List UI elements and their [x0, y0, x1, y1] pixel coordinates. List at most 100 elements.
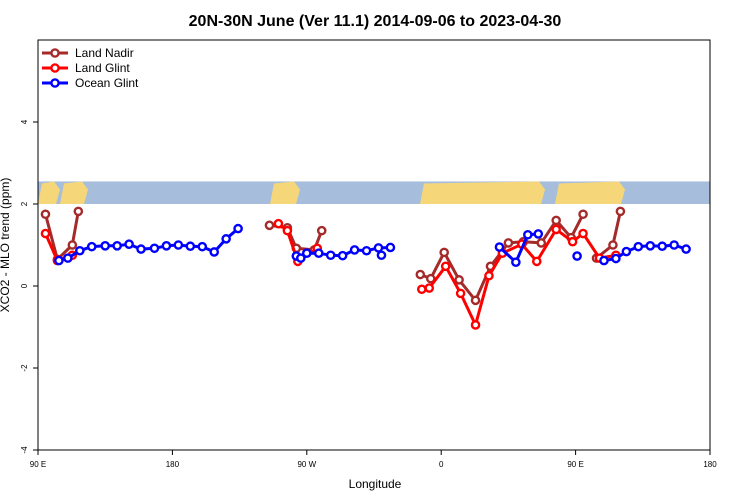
data-point	[54, 255, 64, 266]
series-line	[498, 232, 539, 264]
data-point	[621, 246, 632, 257]
data-point	[361, 245, 372, 256]
data-point	[416, 284, 427, 295]
x-tick-label: 90 W	[297, 460, 316, 469]
y-tick-label: 4	[20, 119, 29, 124]
data-point	[316, 225, 327, 236]
data-point	[681, 244, 691, 254]
data-point	[301, 248, 312, 258]
data-point	[86, 241, 97, 252]
data-point	[385, 242, 396, 253]
x-tick-label: 180	[166, 460, 180, 469]
legend-item-ocean-glint: Ocean Glint	[42, 76, 139, 90]
data-point	[221, 234, 231, 244]
legend-label: Ocean Glint	[75, 76, 139, 90]
data-point	[440, 261, 451, 272]
y-tick-label: -4	[20, 446, 29, 454]
data-point	[615, 206, 626, 217]
data-point	[63, 253, 73, 263]
data-point	[533, 229, 544, 239]
data-point	[100, 241, 110, 251]
data-point	[608, 240, 618, 250]
data-point	[599, 255, 609, 266]
data-point	[572, 251, 582, 261]
map-band	[38, 181, 710, 204]
data-point	[415, 269, 426, 280]
data-point	[296, 253, 306, 263]
data-point	[376, 250, 387, 261]
data-point	[282, 225, 293, 236]
data-point	[470, 320, 481, 330]
data-point	[233, 223, 243, 234]
series-ocean-glint	[54, 223, 691, 268]
data-point	[669, 240, 679, 250]
legend-item-land-nadir: Land Nadir	[42, 46, 134, 60]
data-point	[494, 242, 505, 252]
legend-marker	[50, 48, 60, 58]
y-tick-label: -2	[20, 364, 29, 372]
data-point	[424, 283, 435, 293]
data-point	[536, 238, 547, 248]
data-point	[273, 218, 284, 229]
series-ocean-glint-isolated	[376, 250, 387, 261]
x-axis-ticks: 90 E 180 90 W 0 90 E 180	[30, 450, 717, 469]
y-tick-label: 2	[20, 201, 29, 206]
data-point	[197, 241, 208, 252]
chart-title: 20N-30N June (Ver 11.1) 2014-09-06 to 20…	[189, 13, 562, 30]
data-point	[503, 238, 514, 248]
map-land-2	[270, 181, 300, 204]
data-point	[40, 209, 51, 220]
data-point	[578, 209, 588, 220]
x-axis-label: Longitude	[349, 477, 402, 491]
legend-item-land-glint: Land Glint	[42, 61, 130, 75]
y-axis-label: XCO2 - MLO trend (ppm)	[0, 178, 12, 313]
map-land-3	[420, 181, 545, 204]
data-point	[611, 253, 621, 264]
data-point	[439, 247, 449, 258]
data-point	[136, 244, 146, 254]
data-point	[523, 229, 533, 240]
map-land-0	[38, 181, 60, 204]
series-line	[58, 227, 240, 263]
data-point	[349, 245, 360, 255]
data-point	[551, 224, 561, 235]
data-point	[67, 240, 78, 250]
x-tick-label: 90 E	[567, 460, 583, 469]
legend-label: Land Nadir	[75, 46, 134, 60]
data-point	[454, 275, 464, 285]
data-point	[173, 240, 184, 250]
x-tick-label: 90 E	[30, 460, 46, 469]
legend-marker	[50, 63, 60, 73]
data-point	[75, 245, 85, 256]
data-point	[185, 241, 196, 252]
y-tick-label: 0	[20, 283, 29, 288]
data-point	[425, 273, 436, 284]
data-point	[645, 241, 656, 251]
data-point	[455, 288, 466, 299]
data-point	[657, 241, 668, 252]
series-line	[44, 211, 80, 261]
data-point	[337, 250, 348, 261]
legend-label: Land Glint	[75, 61, 130, 75]
plot-frame	[37, 39, 711, 451]
series-layer	[40, 206, 691, 330]
data-point	[161, 241, 172, 251]
data-point	[531, 256, 542, 267]
data-point	[73, 206, 84, 217]
data-point	[633, 241, 644, 252]
data-point	[149, 243, 160, 254]
data-point	[551, 215, 561, 226]
data-point	[209, 247, 220, 257]
legend-marker	[50, 78, 60, 88]
data-point	[484, 270, 494, 281]
data-point	[373, 243, 384, 253]
x-tick-label: 0	[439, 460, 444, 469]
data-point	[112, 241, 122, 251]
data-point	[264, 220, 275, 231]
data-point	[470, 295, 481, 306]
data-point	[40, 228, 51, 239]
data-point	[567, 236, 578, 247]
data-point	[124, 239, 134, 249]
